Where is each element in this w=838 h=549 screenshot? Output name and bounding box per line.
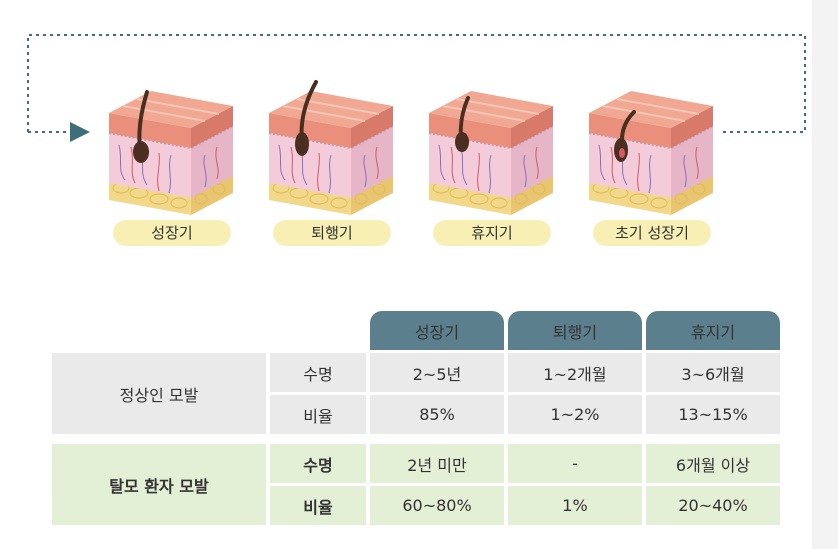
table-cell: - <box>508 444 642 483</box>
stage-telogen-illustration <box>428 90 554 216</box>
header-telogen: 휴지기 <box>646 311 780 350</box>
stage-early-anagen-illustration <box>588 90 714 216</box>
stage-label-catagen: 퇴행기 <box>273 220 391 246</box>
table-cell: 1~2개월 <box>508 353 642 392</box>
hair-cycle-table: 성장기 퇴행기 휴지기 정상인 모발 수명 2~5년 1~2개월 3~6개월 비… <box>48 308 784 528</box>
row-label: 비율 <box>270 395 366 434</box>
table-cell: 2~5년 <box>370 353 504 392</box>
row-label: 수명 <box>270 353 366 392</box>
table-cell: 20~40% <box>646 486 780 525</box>
header-catagen: 퇴행기 <box>508 311 642 350</box>
stage-anagen-illustration <box>108 90 234 216</box>
table-cell: 85% <box>370 395 504 434</box>
stage-catagen-illustration <box>268 80 394 216</box>
hair-cycle-diagram <box>27 34 806 216</box>
table-cell: 3~6개월 <box>646 353 780 392</box>
header-anagen: 성장기 <box>370 311 504 350</box>
stage-label-anagen: 성장기 <box>113 220 231 246</box>
stage-label-telogen: 휴지기 <box>433 220 551 246</box>
table-cell: 1% <box>508 486 642 525</box>
table-cell: 60~80% <box>370 486 504 525</box>
stage-label-early-anagen: 초기 성장기 <box>593 220 711 246</box>
table-row: 비율 85% 1~2% 13~15% <box>52 395 780 434</box>
table-row: 탈모 환자 모발 수명 2년 미만 - 6개월 이상 <box>52 444 780 525</box>
row-label: 수명 <box>270 444 366 483</box>
table-row: 정상인 모발 수명 2~5년 1~2개월 3~6개월 <box>52 353 780 434</box>
group-label-normal: 정상인 모발 <box>52 353 266 434</box>
table-cell: 13~15% <box>646 395 780 434</box>
table-cell: 2년 미만 <box>370 444 504 483</box>
table-cell: 1~2% <box>508 395 642 434</box>
group-label-hair-loss: 탈모 환자 모발 <box>52 444 266 525</box>
table-cell: 6개월 이상 <box>646 444 780 483</box>
table-separator <box>52 437 780 441</box>
row-label: 비율 <box>270 486 366 525</box>
table-row: 비율 60~80% 1% 20~40% <box>52 486 780 525</box>
table-corner <box>52 311 366 350</box>
page-canvas: 성장기 퇴행기 휴지기 초기 성장기 성장기 퇴행기 휴지기 정상인 모발 수명… <box>0 0 812 549</box>
